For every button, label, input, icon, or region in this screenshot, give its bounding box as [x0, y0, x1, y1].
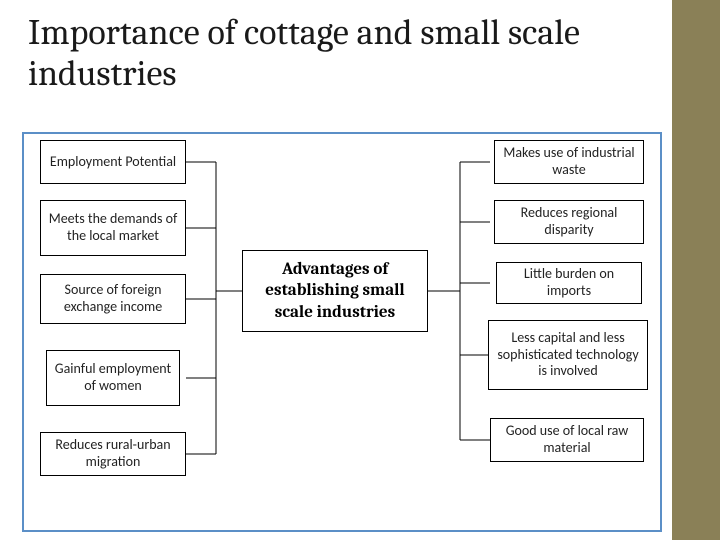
node-label: Meets the demands of the local market	[47, 211, 179, 245]
right-node: Good use of local raw material	[490, 418, 644, 462]
left-node: Gainful employment of women	[46, 350, 180, 406]
center-node: Advantages of establishing small scale i…	[242, 250, 428, 332]
slide: Importance of cottage and small scale in…	[0, 0, 720, 540]
node-label: Good use of local raw material	[497, 423, 637, 457]
right-node: Little burden on imports	[496, 262, 642, 304]
left-node: Reduces rural-urban migration	[40, 432, 186, 476]
right-node: Makes use of industrial waste	[494, 140, 644, 184]
left-node: Meets the demands of the local market	[40, 200, 186, 256]
right-node: Less capital and less sophisticated tech…	[488, 320, 648, 390]
page-title: Importance of cottage and small scale in…	[28, 12, 720, 95]
node-label: Makes use of industrial waste	[501, 145, 637, 179]
node-label: Source of foreign exchange income	[47, 282, 179, 316]
node-label: Employment Potential	[50, 154, 176, 171]
node-label: Gainful employment of women	[53, 361, 173, 395]
node-label: Reduces rural-urban migration	[47, 437, 179, 471]
center-label: Advantages of establishing small scale i…	[251, 259, 419, 323]
node-label: Less capital and less sophisticated tech…	[495, 330, 641, 380]
left-node: Source of foreign exchange income	[40, 274, 186, 324]
left-node: Employment Potential	[40, 140, 186, 184]
node-label: Little burden on imports	[503, 266, 635, 300]
node-label: Reduces regional disparity	[501, 205, 637, 239]
diagram-frame: Advantages of establishing small scale i…	[22, 132, 662, 532]
right-node: Reduces regional disparity	[494, 200, 644, 244]
